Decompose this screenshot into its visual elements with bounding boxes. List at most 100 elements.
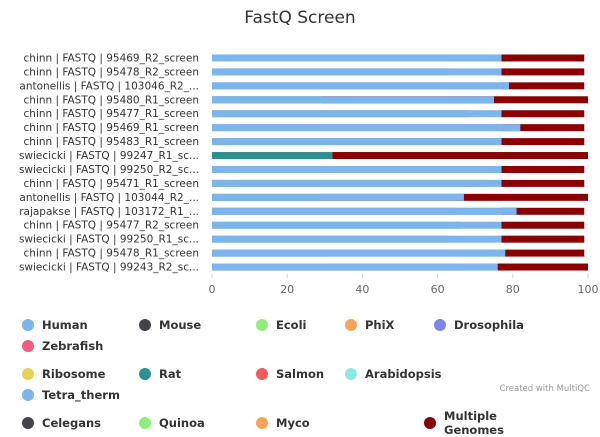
legend: Human Mouse Ecoli PhiX Drosophila Zebrafish Ri… bbox=[22, 318, 594, 437]
legend-item-celegans[interactable]: Celegans bbox=[22, 416, 139, 430]
legend-item-human[interactable]: Human bbox=[22, 318, 139, 332]
x-tick-label: 60 bbox=[431, 283, 445, 296]
legend-item-multiple-genomes[interactable]: Multiple Genomes bbox=[424, 409, 534, 437]
category-label: chinn | FASTQ | 95478_R2_screen bbox=[24, 66, 199, 78]
legend-swatch bbox=[22, 368, 34, 380]
legend-swatch bbox=[22, 340, 34, 352]
x-tick-label: 0 bbox=[209, 283, 216, 296]
legend-swatch bbox=[139, 368, 151, 380]
legend-swatch bbox=[345, 319, 357, 331]
legend-swatch bbox=[22, 417, 34, 429]
category-label: chinn | FASTQ | 95477_R1_screen bbox=[24, 108, 199, 120]
x-tick-label: 20 bbox=[280, 283, 294, 296]
legend-label: Drosophila bbox=[454, 318, 524, 332]
legend-swatch bbox=[22, 389, 34, 401]
credit-text: Created with MultiQC bbox=[499, 384, 590, 394]
bar-segment-multiple-genomes[interactable] bbox=[501, 207, 585, 215]
bar-segment-human[interactable] bbox=[212, 54, 502, 62]
x-tick-label: 80 bbox=[506, 283, 520, 296]
bar-segment-overlay[interactable] bbox=[212, 179, 491, 187]
bar-segment-overlay[interactable] bbox=[212, 96, 494, 104]
legend-swatch bbox=[139, 319, 151, 331]
bar-segment-overlay[interactable] bbox=[212, 263, 498, 271]
bar-segment-multiple-genomes[interactable] bbox=[501, 82, 585, 90]
category-label: chinn | FASTQ | 95477_R2_screen bbox=[24, 220, 199, 232]
bar-segment-overlay[interactable] bbox=[212, 249, 506, 257]
bar-segment-multiple-genomes[interactable] bbox=[501, 54, 585, 62]
bar-segment-overlay[interactable] bbox=[212, 82, 510, 90]
x-tick-label: 40 bbox=[355, 283, 369, 296]
legend-label: Salmon bbox=[276, 367, 325, 381]
legend-swatch bbox=[256, 368, 268, 380]
legend-item-zebrafish[interactable]: Zebrafish bbox=[22, 339, 112, 353]
bar-segment-multiple-genomes[interactable] bbox=[501, 110, 585, 118]
legend-label: Myco bbox=[276, 416, 310, 430]
bar-segment-multiple-genomes[interactable] bbox=[332, 152, 588, 160]
legend-item-arabidopsis[interactable]: Arabidopsis bbox=[345, 367, 472, 381]
bar-segment-overlay[interactable] bbox=[212, 221, 461, 229]
category-label: swiecicki | FASTQ | 99243_R2_sc... bbox=[19, 262, 199, 274]
bar-segment-overlay[interactable] bbox=[212, 193, 464, 201]
legend-item-tetra-therm[interactable]: Tetra_therm bbox=[22, 388, 185, 402]
legend-label: Tetra_therm bbox=[42, 388, 120, 402]
category-label: swiecicki | FASTQ | 99250_R1_sc... bbox=[19, 234, 199, 246]
legend-item-salmon[interactable]: Salmon bbox=[256, 367, 345, 381]
x-tick-label: 100 bbox=[578, 283, 599, 296]
category-label: swiecicki | FASTQ | 99250_R2_sc... bbox=[19, 164, 199, 176]
legend-label: Celegans bbox=[42, 416, 102, 430]
legend-label: Zebrafish bbox=[42, 339, 104, 353]
legend-label: Arabidopsis bbox=[365, 367, 442, 381]
legend-swatch bbox=[256, 417, 268, 429]
category-label: rajapakse | FASTQ | 103172_R1_... bbox=[19, 206, 199, 218]
legend-swatch bbox=[22, 319, 34, 331]
category-label: antonellis | FASTQ | 103044_R2_... bbox=[19, 192, 199, 204]
bar-segment-multiple-genomes[interactable] bbox=[501, 68, 585, 76]
category-label: chinn | FASTQ | 95469_R2_screen bbox=[24, 52, 199, 64]
legend-label: Quinoa bbox=[159, 416, 205, 430]
legend-label: Mouse bbox=[159, 318, 202, 332]
legend-item-ribosome[interactable]: Ribosome bbox=[22, 367, 139, 381]
legend-swatch bbox=[345, 368, 357, 380]
legend-item-myco[interactable]: Myco bbox=[256, 416, 424, 430]
legend-swatch bbox=[256, 319, 268, 331]
legend-item-ecoli[interactable]: Ecoli bbox=[256, 318, 345, 332]
category-label: chinn | FASTQ | 95469_R1_screen bbox=[24, 122, 199, 134]
bar-segment-multiple-genomes[interactable] bbox=[501, 179, 585, 187]
legend-swatch bbox=[434, 319, 446, 331]
bar-segment-overlay[interactable] bbox=[212, 165, 498, 173]
legend-label: Rat bbox=[159, 367, 182, 381]
legend-swatch bbox=[424, 417, 436, 429]
fastq-screen-chart: FastQ Screen chinn | FASTQ | 95469_R2_sc… bbox=[19, 8, 599, 437]
bar-segment-multiple-genomes[interactable] bbox=[501, 221, 585, 229]
legend-item-quinoa[interactable]: Quinoa bbox=[139, 416, 256, 430]
category-label: swiecicki | FASTQ | 99247_R1_sc... bbox=[19, 150, 199, 162]
legend-label: Ecoli bbox=[276, 318, 307, 332]
legend-swatch bbox=[139, 417, 151, 429]
bar-segment-multiple-genomes[interactable] bbox=[501, 249, 585, 257]
legend-item-mouse[interactable]: Mouse bbox=[139, 318, 256, 332]
legend-item-drosophila[interactable]: Drosophila bbox=[434, 318, 561, 332]
bar-segment-overlay[interactable] bbox=[212, 235, 449, 243]
legend-item-phix[interactable]: PhiX bbox=[345, 318, 434, 332]
chart-title: FastQ Screen bbox=[244, 8, 356, 28]
category-label: chinn | FASTQ | 95480_R1_screen bbox=[24, 94, 199, 106]
bar-segment-multiple-genomes[interactable] bbox=[501, 165, 585, 173]
category-label: chinn | FASTQ | 95483_R1_screen bbox=[24, 136, 199, 148]
legend-label: Multiple Genomes bbox=[444, 409, 504, 437]
bar-segment-rat[interactable] bbox=[212, 152, 333, 160]
bar-segment-overlay[interactable] bbox=[212, 207, 517, 215]
bar-segment-overlay[interactable] bbox=[212, 138, 502, 146]
legend-label: Human bbox=[42, 318, 88, 332]
category-label: chinn | FASTQ | 95471_R1_screen bbox=[24, 178, 199, 190]
category-label: antonellis | FASTQ | 103046_R2_... bbox=[19, 80, 199, 92]
legend-label: PhiX bbox=[365, 318, 395, 332]
bar-segment-overlay[interactable] bbox=[212, 68, 449, 76]
bar-segment-multiple-genomes[interactable] bbox=[501, 138, 585, 146]
category-label: chinn | FASTQ | 95478_R1_screen bbox=[24, 248, 199, 260]
bar-segment-multiple-genomes[interactable] bbox=[501, 235, 585, 243]
legend-item-rat[interactable]: Rat bbox=[139, 367, 256, 381]
bar-segment-multiple-genomes[interactable] bbox=[501, 124, 585, 132]
bar-segment-overlay[interactable] bbox=[212, 124, 521, 132]
bar-segment-overlay[interactable] bbox=[212, 110, 468, 118]
